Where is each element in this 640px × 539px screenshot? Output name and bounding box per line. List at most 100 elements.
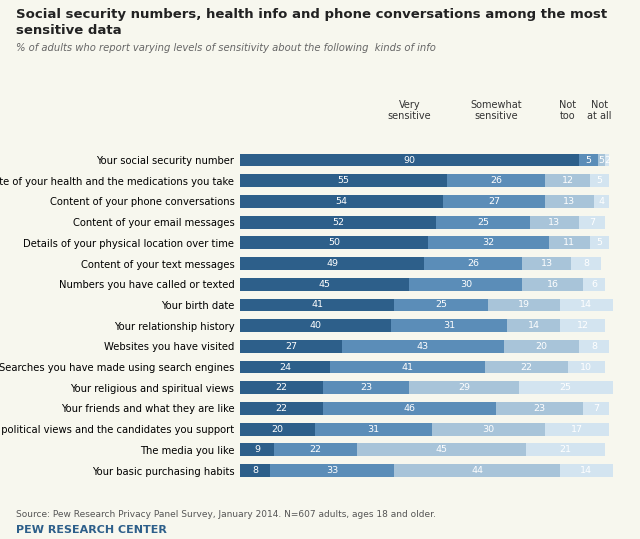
Bar bbox=[568, 361, 605, 374]
Text: 90: 90 bbox=[403, 156, 415, 164]
Text: 32: 32 bbox=[483, 238, 495, 247]
Text: 2: 2 bbox=[604, 156, 610, 164]
Bar bbox=[590, 237, 609, 249]
Bar bbox=[488, 299, 560, 312]
Text: 9: 9 bbox=[254, 445, 260, 454]
Bar bbox=[436, 216, 530, 229]
Bar bbox=[432, 423, 545, 436]
Bar bbox=[508, 319, 560, 332]
Text: 22: 22 bbox=[520, 363, 532, 371]
Bar bbox=[240, 174, 447, 187]
Bar bbox=[323, 402, 496, 415]
Text: 54: 54 bbox=[335, 197, 348, 206]
Text: % of adults who report varying levels of sensitivity about the following  kinds : % of adults who report varying levels of… bbox=[16, 43, 436, 53]
Bar bbox=[504, 340, 579, 353]
Text: 22: 22 bbox=[275, 404, 287, 413]
Bar bbox=[410, 278, 522, 291]
Text: 23: 23 bbox=[533, 404, 545, 413]
Text: 14: 14 bbox=[580, 300, 593, 309]
Bar bbox=[240, 154, 579, 167]
Text: 20: 20 bbox=[535, 342, 547, 351]
Text: 50: 50 bbox=[328, 238, 340, 247]
Text: 26: 26 bbox=[490, 176, 502, 185]
Bar bbox=[342, 340, 504, 353]
Bar bbox=[582, 402, 609, 415]
Text: 25: 25 bbox=[435, 300, 447, 309]
Text: 55: 55 bbox=[337, 176, 349, 185]
Bar bbox=[240, 237, 428, 249]
Text: 5: 5 bbox=[585, 156, 591, 164]
Text: 30: 30 bbox=[460, 280, 472, 289]
Text: 12: 12 bbox=[577, 321, 589, 330]
Text: 21: 21 bbox=[559, 445, 572, 454]
Bar bbox=[356, 444, 526, 457]
Bar bbox=[579, 154, 598, 167]
Text: Social security numbers, health info and phone conversations among the most: Social security numbers, health info and… bbox=[16, 8, 607, 21]
Text: 27: 27 bbox=[285, 342, 297, 351]
Text: 19: 19 bbox=[518, 300, 530, 309]
Bar bbox=[444, 195, 545, 208]
Bar bbox=[240, 464, 270, 477]
Text: PEW RESEARCH CENTER: PEW RESEARCH CENTER bbox=[16, 524, 167, 535]
Text: 13: 13 bbox=[541, 259, 553, 268]
Bar bbox=[518, 382, 612, 394]
Text: 6: 6 bbox=[591, 280, 597, 289]
Text: 8: 8 bbox=[252, 466, 258, 475]
Bar bbox=[560, 464, 612, 477]
Text: 40: 40 bbox=[309, 321, 321, 330]
Bar bbox=[598, 154, 605, 167]
Bar bbox=[560, 299, 612, 312]
Text: sensitive data: sensitive data bbox=[16, 24, 122, 37]
Bar bbox=[526, 444, 605, 457]
Text: 33: 33 bbox=[326, 466, 339, 475]
Bar bbox=[560, 319, 605, 332]
Bar bbox=[590, 174, 609, 187]
Text: 52: 52 bbox=[332, 218, 344, 226]
Text: 5: 5 bbox=[596, 176, 602, 185]
Bar bbox=[545, 195, 594, 208]
Bar bbox=[394, 464, 560, 477]
Bar bbox=[424, 257, 522, 270]
Text: 10: 10 bbox=[580, 363, 593, 371]
Text: 25: 25 bbox=[477, 218, 489, 226]
Bar bbox=[579, 340, 609, 353]
Bar bbox=[240, 299, 394, 312]
Bar bbox=[240, 444, 274, 457]
Bar bbox=[530, 216, 579, 229]
Bar bbox=[594, 195, 609, 208]
Bar bbox=[270, 464, 394, 477]
Text: Source: Pew Research Privacy Panel Survey, January 2014. N=607 adults, ages 18 a: Source: Pew Research Privacy Panel Surve… bbox=[16, 509, 436, 519]
Text: 14: 14 bbox=[527, 321, 540, 330]
Text: 41: 41 bbox=[311, 300, 323, 309]
Text: 4: 4 bbox=[598, 197, 604, 206]
Bar bbox=[240, 382, 323, 394]
Text: 25: 25 bbox=[559, 383, 572, 392]
Bar bbox=[240, 340, 342, 353]
Bar bbox=[240, 423, 316, 436]
Text: 5: 5 bbox=[596, 238, 602, 247]
Bar bbox=[316, 423, 432, 436]
Bar bbox=[522, 278, 582, 291]
Text: 12: 12 bbox=[561, 176, 573, 185]
Text: 43: 43 bbox=[417, 342, 429, 351]
Bar bbox=[522, 257, 572, 270]
Text: Very
sensitive: Very sensitive bbox=[388, 100, 431, 121]
Text: 31: 31 bbox=[367, 425, 380, 434]
Bar bbox=[428, 237, 548, 249]
Text: 5: 5 bbox=[598, 156, 604, 164]
Text: 46: 46 bbox=[403, 404, 415, 413]
Text: 45: 45 bbox=[319, 280, 331, 289]
Text: 26: 26 bbox=[467, 259, 479, 268]
Bar bbox=[548, 237, 590, 249]
Text: 8: 8 bbox=[583, 259, 589, 268]
Text: 41: 41 bbox=[401, 363, 413, 371]
Text: 45: 45 bbox=[435, 445, 447, 454]
Bar bbox=[240, 361, 330, 374]
Text: 13: 13 bbox=[548, 218, 561, 226]
Bar bbox=[447, 174, 545, 187]
Text: 44: 44 bbox=[471, 466, 483, 475]
Bar bbox=[240, 257, 424, 270]
Bar bbox=[410, 382, 518, 394]
Text: 20: 20 bbox=[271, 425, 284, 434]
Bar bbox=[605, 154, 609, 167]
